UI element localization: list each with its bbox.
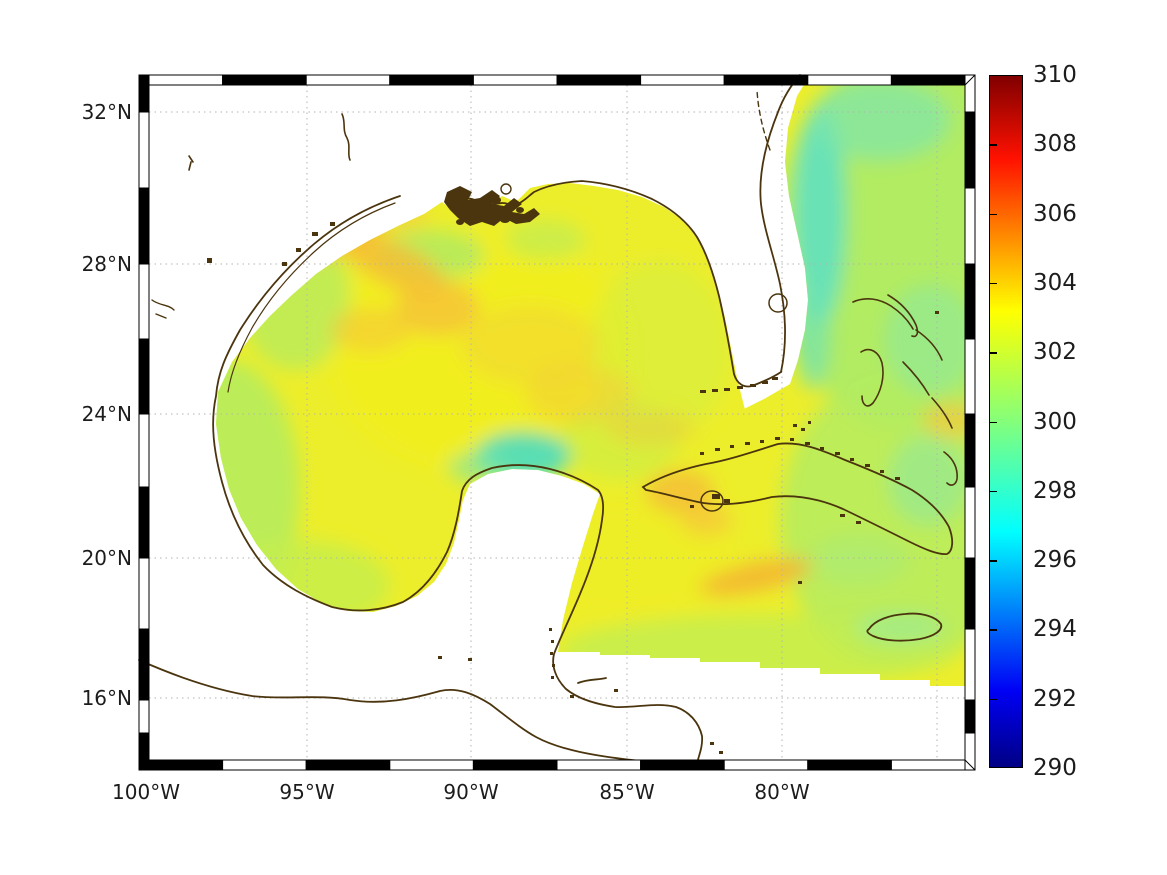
x-tick-label: 90°W — [443, 780, 499, 804]
colorbar-tick-label: 292 — [1033, 685, 1077, 712]
colorbar-tick-label: 294 — [1033, 616, 1077, 643]
x-tick-label: 95°W — [279, 780, 335, 804]
colorbar-tick — [989, 629, 997, 631]
x-tick-label: 80°W — [754, 780, 810, 804]
x-tick-label: 85°W — [599, 780, 655, 804]
colorbar-tick — [989, 282, 997, 285]
colorbar-tick — [989, 421, 997, 423]
colorbar-tick-label: 290 — [1033, 755, 1077, 781]
colorbar-tick-label: 306 — [1033, 200, 1077, 227]
colorbar-tick — [989, 213, 997, 216]
colorbar-tick — [989, 560, 997, 562]
colorbar-tick-label: 298 — [1033, 477, 1077, 504]
colorbar-tick-label: 308 — [1033, 131, 1077, 158]
y-tick-label: 28°N — [81, 252, 132, 276]
y-tick-label: 20°N — [81, 546, 132, 570]
x-tick-label: 100°W — [112, 780, 180, 804]
colorbar-tick-label: 296 — [1033, 547, 1077, 574]
y-tick-label: 24°N — [81, 402, 132, 426]
colorbar-tick — [989, 352, 997, 354]
colorbar-tick-label: 300 — [1033, 408, 1077, 435]
colorbar-tick-label: 310 — [1033, 62, 1077, 88]
coastlines — [138, 74, 958, 767]
map-frame — [138, 74, 976, 771]
colorbar-tick — [989, 490, 997, 493]
colorbar-tick — [989, 144, 997, 146]
colorbar-tick — [989, 698, 997, 701]
colorbar-tick-label: 302 — [1033, 339, 1077, 366]
y-tick-label: 16°N — [81, 686, 132, 710]
coastal-islets — [207, 186, 939, 754]
colorbar-tick-label: 304 — [1033, 269, 1077, 296]
graticule — [149, 85, 965, 760]
y-tick-label: 32°N — [81, 100, 132, 124]
sst-field — [216, 75, 965, 686]
